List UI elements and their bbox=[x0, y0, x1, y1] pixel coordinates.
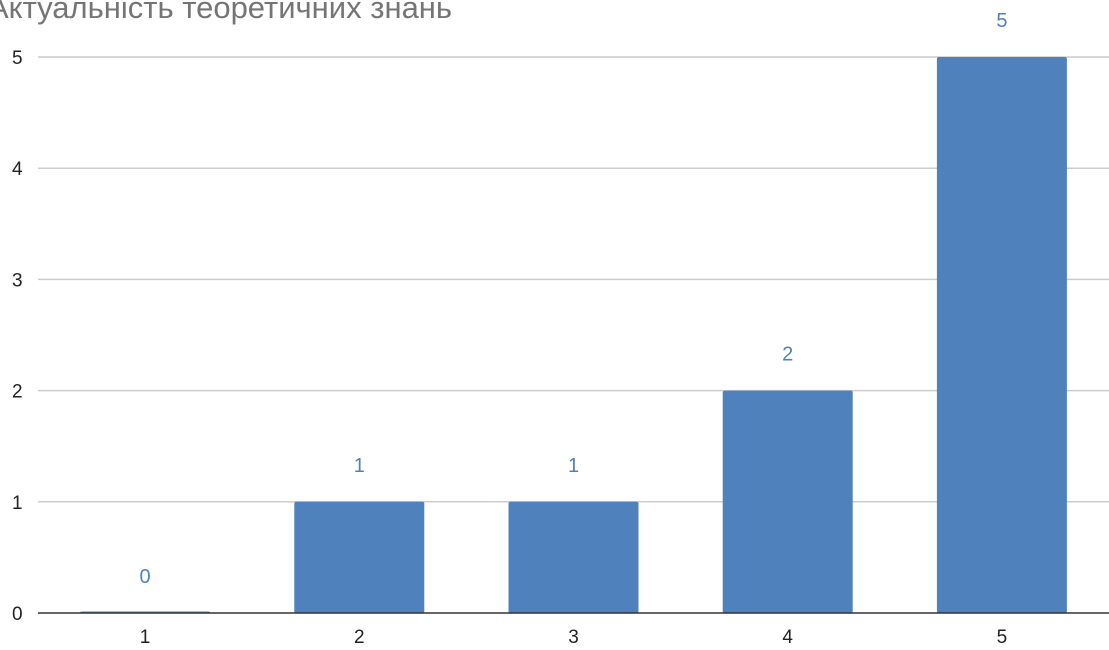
y-tick-label: 3 bbox=[12, 270, 23, 291]
labels: 0 1 2 3 4 5 0 1 1 2 1 3 2 4 5 5 bbox=[12, 10, 1007, 648]
x-tick-label: 2 bbox=[354, 627, 365, 648]
bar bbox=[936, 57, 1067, 613]
bar bbox=[294, 501, 425, 613]
bar bbox=[508, 501, 639, 613]
data-label: 0 bbox=[140, 566, 151, 588]
chart-title: Актуальність теоретичних знань bbox=[0, 0, 453, 25]
x-tick-label: 4 bbox=[782, 627, 793, 648]
data-label: 1 bbox=[354, 455, 365, 477]
y-tick-label: 1 bbox=[12, 493, 23, 514]
gridlines bbox=[38, 56, 1109, 503]
x-tick-label: 5 bbox=[997, 627, 1008, 648]
y-tick-label: 2 bbox=[12, 382, 23, 403]
x-tick-label: 1 bbox=[140, 627, 151, 648]
data-label: 1 bbox=[568, 455, 579, 477]
y-tick-label: 5 bbox=[12, 48, 23, 69]
data-label: 5 bbox=[996, 10, 1007, 32]
data-label: 2 bbox=[782, 344, 793, 366]
x-tick-label: 3 bbox=[568, 627, 579, 648]
bars bbox=[80, 57, 1067, 613]
y-tick-label: 0 bbox=[12, 604, 23, 625]
y-tick-label: 4 bbox=[12, 159, 23, 180]
bar bbox=[722, 390, 853, 613]
